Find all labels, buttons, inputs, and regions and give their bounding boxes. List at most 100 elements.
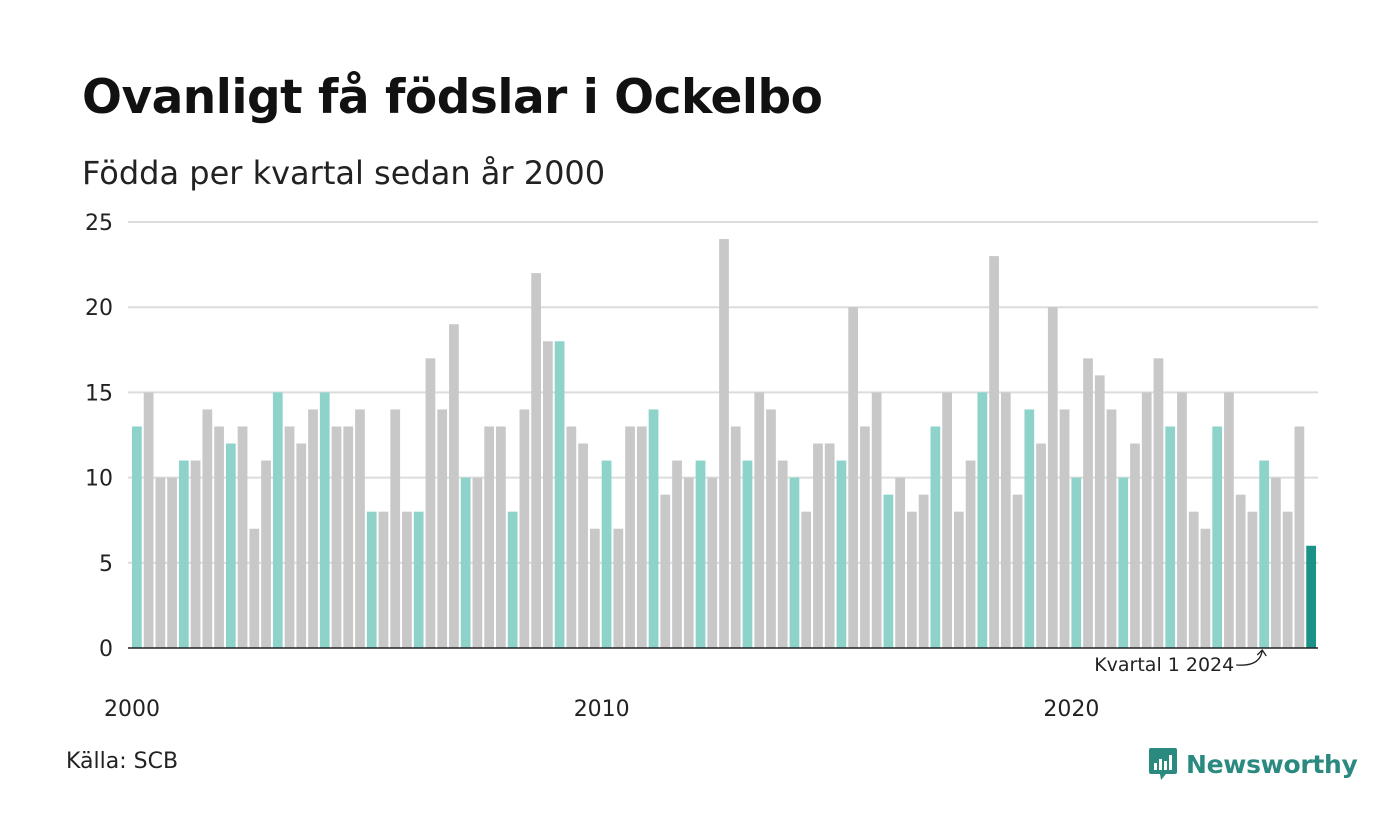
bar-72 <box>977 392 988 648</box>
chart-subtitle: Födda per kvartal sedan år 2000 <box>82 154 606 192</box>
bar-85 <box>1130 443 1140 648</box>
bar-79 <box>1059 409 1070 648</box>
bar-42 <box>625 426 635 648</box>
bar-94 <box>1235 494 1246 648</box>
bar-71 <box>965 460 976 648</box>
bar-17 <box>331 426 342 648</box>
bar-31 <box>496 426 506 648</box>
bar-4 <box>178 460 189 648</box>
bar-73 <box>989 256 999 648</box>
bar-6 <box>202 409 213 648</box>
bar-46 <box>672 460 682 648</box>
bar-34 <box>531 273 541 648</box>
bar-49 <box>707 477 718 648</box>
bar-12 <box>272 392 283 648</box>
bar-48 <box>695 460 706 648</box>
bar-1 <box>143 392 154 648</box>
y-tick-label-10: 10 <box>85 467 113 492</box>
y-tick-label-20: 20 <box>85 296 113 321</box>
bar-61 <box>848 307 859 648</box>
bar-14 <box>296 443 307 648</box>
bar-62 <box>860 426 870 648</box>
bar-82 <box>1094 375 1105 648</box>
bar-25 <box>425 358 436 648</box>
bar-28 <box>460 477 471 648</box>
bar-18 <box>343 426 354 648</box>
bar-43 <box>636 426 647 648</box>
bar-36 <box>554 341 565 648</box>
bar-24 <box>413 511 424 648</box>
bar-40 <box>601 460 612 648</box>
bar-51 <box>730 426 741 648</box>
y-tick-label-25: 25 <box>85 211 113 236</box>
bar-21 <box>378 511 389 648</box>
bar-80 <box>1071 477 1082 648</box>
bar-10 <box>249 528 260 648</box>
bar-39 <box>589 528 600 648</box>
bar-30 <box>484 426 495 648</box>
x-axis-labels: 2000 2010 2020 <box>104 697 1099 722</box>
x-tick-label-2010: 2010 <box>574 697 630 722</box>
bar-83 <box>1106 409 1117 648</box>
y-tick-label-15: 15 <box>85 381 113 406</box>
brand-logo: Newsworthy <box>1148 744 1358 784</box>
bar-29 <box>472 477 483 648</box>
bar-59 <box>824 443 835 648</box>
bar-67 <box>918 494 929 648</box>
bars <box>132 239 1316 649</box>
annotation-arrow-icon <box>1236 648 1267 666</box>
bar-99 <box>1294 426 1305 648</box>
bar-98 <box>1282 511 1293 648</box>
bar-84 <box>1118 477 1129 648</box>
y-tick-label-0: 0 <box>99 637 113 662</box>
bar-64 <box>883 494 894 648</box>
bar-7 <box>214 426 224 648</box>
bar-92 <box>1212 426 1223 648</box>
bar-89 <box>1177 392 1187 648</box>
annotation-label: Kvartal 1 2024 <box>1094 654 1234 676</box>
bar-54 <box>766 409 776 648</box>
bar-32 <box>507 511 518 648</box>
newsworthy-logo-icon <box>1149 748 1177 780</box>
bar-77 <box>1036 443 1046 648</box>
bar-70 <box>953 511 964 648</box>
bar-16 <box>319 392 330 648</box>
bar-13 <box>284 426 295 648</box>
bar-76 <box>1024 409 1035 648</box>
bar-97 <box>1271 477 1281 648</box>
bar-50 <box>719 239 729 649</box>
bar-90 <box>1188 511 1199 648</box>
y-tick-label-5: 5 <box>99 552 113 577</box>
bar-95 <box>1247 511 1258 648</box>
bar-68 <box>930 426 941 648</box>
bar-63 <box>871 392 882 648</box>
bar-55 <box>777 460 788 648</box>
bar-8 <box>225 443 236 648</box>
bar-100 <box>1306 545 1316 648</box>
bar-38 <box>578 443 588 648</box>
bar-75 <box>1012 494 1023 648</box>
bar-5 <box>190 460 201 648</box>
bar-35 <box>542 341 553 648</box>
bar-88 <box>1165 426 1176 648</box>
x-tick-label-2000: 2000 <box>104 697 160 722</box>
bar-23 <box>402 511 412 648</box>
bar-53 <box>754 392 765 648</box>
bar-9 <box>237 426 248 648</box>
bar-0 <box>132 426 142 648</box>
bar-81 <box>1083 358 1093 648</box>
bar-27 <box>449 324 459 648</box>
bar-58 <box>813 443 823 648</box>
bar-91 <box>1200 528 1211 648</box>
bar-86 <box>1141 392 1152 648</box>
latest-annotation: Kvartal 1 2024 <box>1094 648 1267 676</box>
bar-15 <box>308 409 318 648</box>
bar-20 <box>366 511 377 648</box>
bar-45 <box>660 494 671 648</box>
y-axis-labels: 0 5 10 15 20 25 <box>85 211 113 662</box>
brand-name: Newsworthy <box>1186 749 1358 779</box>
bar-69 <box>942 392 952 648</box>
bar-19 <box>355 409 365 648</box>
bar-33 <box>519 409 530 648</box>
